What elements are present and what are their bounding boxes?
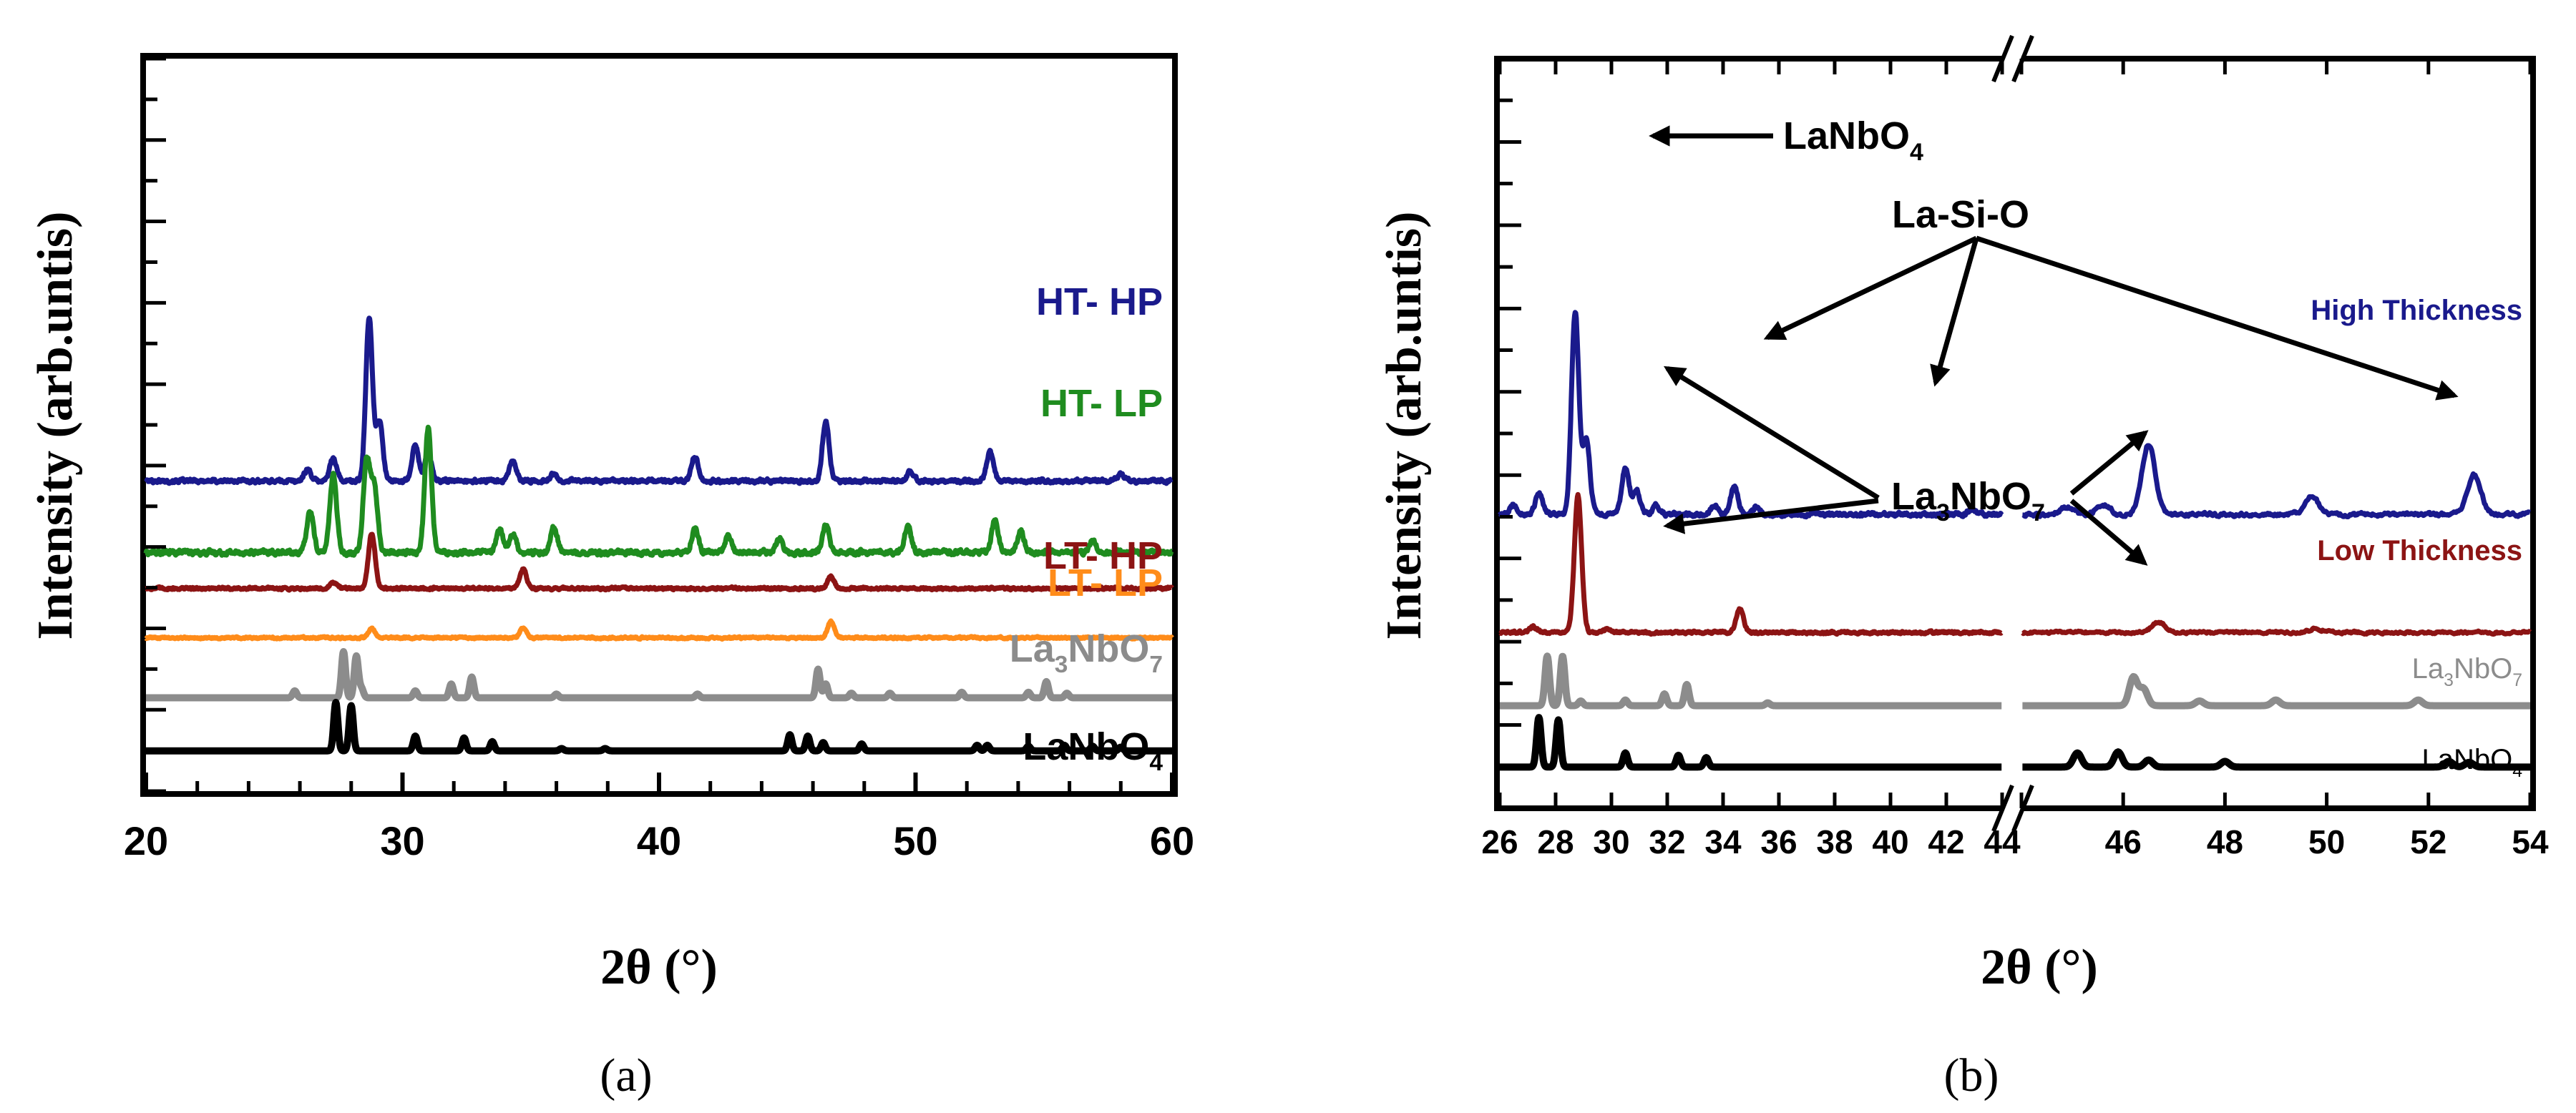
x-tick-label-b: 50 — [2308, 823, 2345, 861]
label-ht-hp: HT- HP — [1036, 280, 1163, 323]
panel-a-x-ticks: 20 30 40 50 60 — [124, 773, 1194, 863]
x-tick-label-b: 34 — [1704, 823, 1742, 861]
series-trace-a-2 — [144, 531, 1174, 593]
series-trace-b-1-seg1 — [2021, 619, 2532, 637]
x-tick-label-b: 46 — [2105, 823, 2142, 861]
series-trace-b-2-seg0 — [1496, 652, 2005, 710]
arrow-la3nbo7-2 — [1663, 498, 1879, 534]
series-trace-b-3-seg0 — [1496, 714, 2005, 771]
x-tick-label-b: 40 — [1872, 823, 1908, 861]
series-trace-b-0-seg0 — [1497, 310, 2004, 520]
series-trace-b-1-seg0 — [1498, 491, 2004, 637]
series-trace-a-3 — [144, 618, 1174, 642]
x-tick-label-b: 44 — [1984, 823, 2021, 861]
x-tick-label-b: 36 — [1760, 823, 1797, 861]
label-lt-lp: LT- LP — [1048, 562, 1163, 604]
x-tick-label-b: 38 — [1816, 823, 1853, 861]
panel-b-traces — [1496, 310, 2533, 771]
annotation-la3nbo7: La3NbO7 — [1891, 475, 2045, 526]
panel-b-label: (b) — [1944, 1049, 1999, 1102]
label-la3nbo7-a-sub2: 7 — [1149, 652, 1163, 678]
arrow-la3nbo7-4 — [2069, 499, 2148, 566]
label-lanbo4-a-sub2: 4 — [1149, 750, 1163, 776]
x-tick-label-a: 40 — [637, 818, 681, 863]
series-trace-a-1 — [143, 424, 1174, 559]
label-lanbo4-b: LaNbO4 — [2421, 744, 2522, 781]
panel-a-traces — [142, 315, 1176, 755]
label-la3nbo7-b-tail: NbO — [2454, 653, 2512, 685]
panel-a-label: (a) — [600, 1049, 652, 1102]
x-tick-label-b: 32 — [1649, 823, 1685, 861]
annotation-lanbo4: LaNbO4 — [1783, 114, 1923, 166]
annotation-la-si-o: La-Si-O — [1892, 193, 2029, 236]
label-low-thickness: Low Thickness — [2317, 535, 2522, 567]
annotation-la3nbo7-sub2: 7 — [2031, 499, 2045, 526]
series-trace-b-0-seg1 — [2021, 443, 2532, 519]
x-tick-label-b: 30 — [1593, 823, 1629, 861]
x-tick-label-b: 54 — [2512, 823, 2549, 861]
label-ht-lp: HT- LP — [1040, 382, 1163, 425]
panel-b-x-ticks: 26 28 30 32 34 36 38 40 42 44 46 48 50 52 54 — [1481, 59, 2549, 861]
x-tick-label-b: 52 — [2410, 823, 2446, 861]
label-la3nbo7-b: La3NbO7 — [2412, 653, 2522, 690]
annotation-lanbo4-sub: 4 — [1910, 139, 1923, 166]
label-la3nbo7-a-tail: NbO — [1068, 627, 1149, 670]
panel-a-y-ticks — [146, 57, 166, 793]
label-la3nbo7-b-sub: 3 — [2444, 671, 2454, 690]
panel-b-frame — [1494, 34, 2536, 833]
annotation-la3nbo7-tail: NbO — [1950, 475, 2031, 518]
label-la3nbo7-a: La3NbO7 — [1010, 627, 1163, 678]
arrow-la3nbo7-1 — [1663, 366, 1880, 500]
x-tick-label-b: 26 — [1481, 823, 1518, 861]
panel-b-x-axis-label: 2θ (°) — [1981, 940, 2098, 995]
x-tick-label-b: 42 — [1928, 823, 1964, 861]
x-tick-label-a: 60 — [1150, 818, 1194, 863]
label-high-thickness: High Thickness — [2311, 295, 2522, 326]
panel-a-y-axis-label: Intensity (arb.untis) — [28, 212, 83, 640]
series-trace-a-0 — [144, 315, 1174, 486]
arrow-la-si-o-3 — [1975, 235, 2459, 401]
arrow-la-si-o-1 — [1763, 235, 1978, 340]
arrow-la3nbo7-3 — [2069, 430, 2149, 496]
panel-b-y-ticks — [1500, 57, 1521, 810]
panel-a-x-axis-label: 2θ (°) — [600, 940, 718, 995]
x-tick-label-b: 48 — [2207, 823, 2243, 861]
x-tick-label-a: 20 — [124, 818, 168, 863]
series-trace-a-4 — [142, 648, 1176, 702]
panel-b: 26 28 30 32 34 36 38 40 42 44 46 48 50 52 54 High Thic… — [1377, 34, 2549, 1102]
label-lanbo4-b-sub2: 4 — [2512, 762, 2522, 781]
label-la3nbo7-a-sub: 3 — [1055, 652, 1068, 678]
series-trace-b-2-seg1 — [2019, 672, 2533, 710]
panel-a-frame — [140, 53, 1178, 797]
annotation-la3nbo7-sub: 3 — [1936, 499, 1950, 526]
label-la3nbo7-b-sub2: 7 — [2512, 671, 2522, 690]
x-tick-label-a: 50 — [893, 818, 937, 863]
panel-b-annotations: LaNbO4 La-Si-O La3NbO7 — [1649, 114, 2459, 566]
arrow-la-si-o-2 — [1930, 237, 1979, 387]
x-tick-label-a: 30 — [380, 818, 424, 863]
series-trace-a-5 — [142, 699, 1176, 755]
label-lt-hp: LT- HP — [1043, 534, 1163, 577]
panel-b-series-labels: High Thickness Low Thickness La3NbO7 LaNbO4 — [2311, 295, 2522, 781]
label-lanbo4-a: LaNbO4 — [1023, 725, 1163, 776]
panel-b-y-axis-label: Intensity (arb.untis) — [1377, 212, 1432, 640]
x-tick-label-b: 28 — [1537, 823, 1574, 861]
series-trace-b-3-seg1 — [2019, 748, 2533, 771]
